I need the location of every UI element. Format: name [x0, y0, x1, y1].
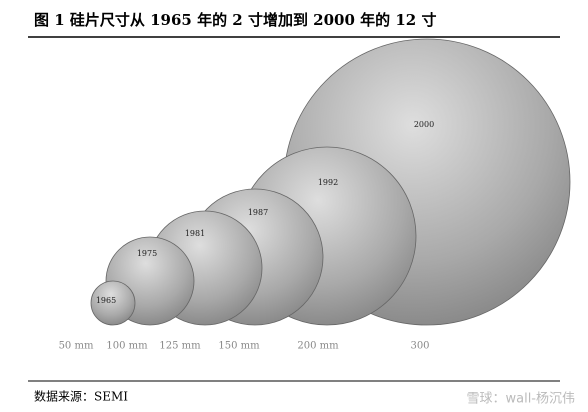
wafer-year: 1987: [248, 208, 268, 217]
source: 数据来源：SEMI: [34, 389, 128, 404]
wafer-size: 150 mm: [218, 341, 260, 352]
wafer-year: 1981: [185, 229, 205, 238]
wafer-size: 300: [410, 341, 429, 352]
wafer-group: 2000 1992 1987 1981 1975 1965 50 mm 100 mm 125 m…: [59, 38, 571, 352]
wafer-year: 1975: [137, 249, 157, 258]
wafer-year: 2000: [414, 120, 434, 129]
wafer-size: 100 mm: [106, 341, 148, 352]
wafer: [90, 280, 136, 326]
wafer-size: 50 mm: [59, 341, 94, 352]
watermark: 雪球：wall-杨沉伟: [466, 392, 575, 407]
wafer-year: 1965: [96, 296, 116, 305]
wafer-size: 200 mm: [297, 341, 339, 352]
wafer-year: 1992: [318, 178, 338, 187]
wafer-size: 125 mm: [159, 341, 201, 352]
title: 图 1 硅片尺寸从 1965 年的 2 寸增加到 2000 年的 12 寸: [34, 11, 436, 29]
